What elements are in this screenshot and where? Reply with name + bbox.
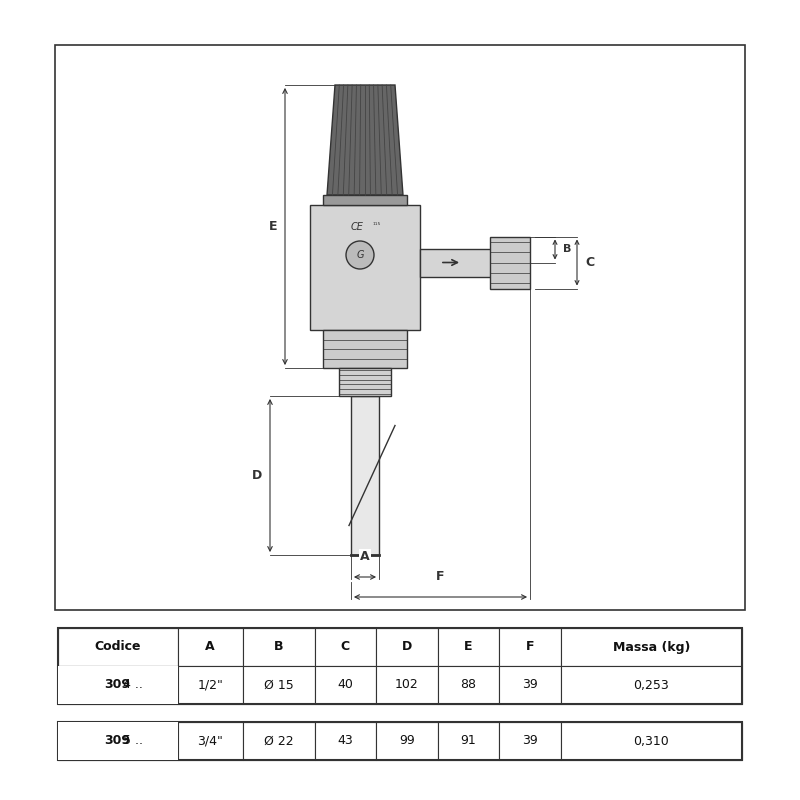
Bar: [314, 666, 376, 704]
Bar: [178, 628, 242, 666]
Text: D: D: [252, 469, 262, 482]
Bar: [55, 45, 745, 610]
Bar: [561, 666, 742, 704]
Text: 99: 99: [399, 734, 414, 747]
Bar: [58, 722, 178, 760]
Bar: [58, 722, 742, 760]
Text: 4 ..: 4 ..: [123, 678, 142, 691]
Bar: [339, 368, 391, 396]
Text: B: B: [274, 641, 283, 654]
Text: 39: 39: [522, 678, 538, 691]
Text: CE: CE: [350, 222, 363, 232]
Text: Massa (kg): Massa (kg): [613, 641, 690, 654]
Bar: [438, 722, 499, 760]
Bar: [561, 722, 742, 760]
Bar: [376, 628, 438, 666]
Text: A: A: [206, 641, 215, 654]
Bar: [58, 666, 178, 704]
Bar: [58, 666, 178, 704]
Text: B: B: [563, 245, 571, 254]
Bar: [323, 330, 407, 368]
Text: 0,310: 0,310: [634, 734, 670, 747]
Polygon shape: [327, 85, 403, 195]
Circle shape: [346, 241, 374, 269]
Text: 43: 43: [338, 734, 353, 747]
Text: 0,253: 0,253: [634, 678, 670, 691]
Bar: [499, 666, 561, 704]
Bar: [242, 666, 314, 704]
Bar: [490, 237, 530, 289]
Bar: [242, 722, 314, 760]
Text: A: A: [360, 550, 370, 563]
Bar: [438, 666, 499, 704]
Text: 309: 309: [104, 678, 130, 691]
Bar: [499, 722, 561, 760]
Text: C: C: [341, 641, 350, 654]
Bar: [323, 195, 407, 205]
Text: Codice: Codice: [94, 641, 141, 654]
Bar: [58, 628, 178, 666]
Text: 40: 40: [338, 678, 354, 691]
Bar: [314, 722, 376, 760]
Bar: [561, 628, 742, 666]
Text: 3095 ..: 3095 ..: [96, 734, 140, 747]
Bar: [178, 666, 242, 704]
Text: 309: 309: [104, 734, 130, 747]
Bar: [420, 249, 525, 277]
Text: 5 ..: 5 ..: [123, 734, 143, 747]
Bar: [376, 722, 438, 760]
Text: F: F: [436, 570, 445, 583]
Text: 39: 39: [522, 734, 538, 747]
Text: D: D: [402, 641, 412, 654]
Bar: [376, 666, 438, 704]
Text: 3/4": 3/4": [198, 734, 223, 747]
Text: 3094 ..: 3094 ..: [96, 678, 140, 691]
Text: 102: 102: [395, 678, 418, 691]
Text: C: C: [585, 256, 594, 269]
Bar: [178, 722, 242, 760]
Text: ₁₁₅: ₁₁₅: [373, 220, 382, 226]
Bar: [351, 396, 379, 555]
Bar: [58, 628, 742, 704]
Bar: [499, 628, 561, 666]
Bar: [58, 722, 178, 760]
Text: Ø 22: Ø 22: [264, 734, 294, 747]
Text: 91: 91: [461, 734, 476, 747]
Text: F: F: [526, 641, 534, 654]
Text: 88: 88: [461, 678, 477, 691]
Text: Ø 15: Ø 15: [264, 678, 294, 691]
Bar: [314, 628, 376, 666]
Text: G: G: [356, 250, 364, 260]
Text: 1/2": 1/2": [198, 678, 223, 691]
Bar: [310, 205, 420, 330]
Text: E: E: [464, 641, 473, 654]
Bar: [438, 628, 499, 666]
Bar: [242, 628, 314, 666]
Text: E: E: [269, 220, 277, 233]
